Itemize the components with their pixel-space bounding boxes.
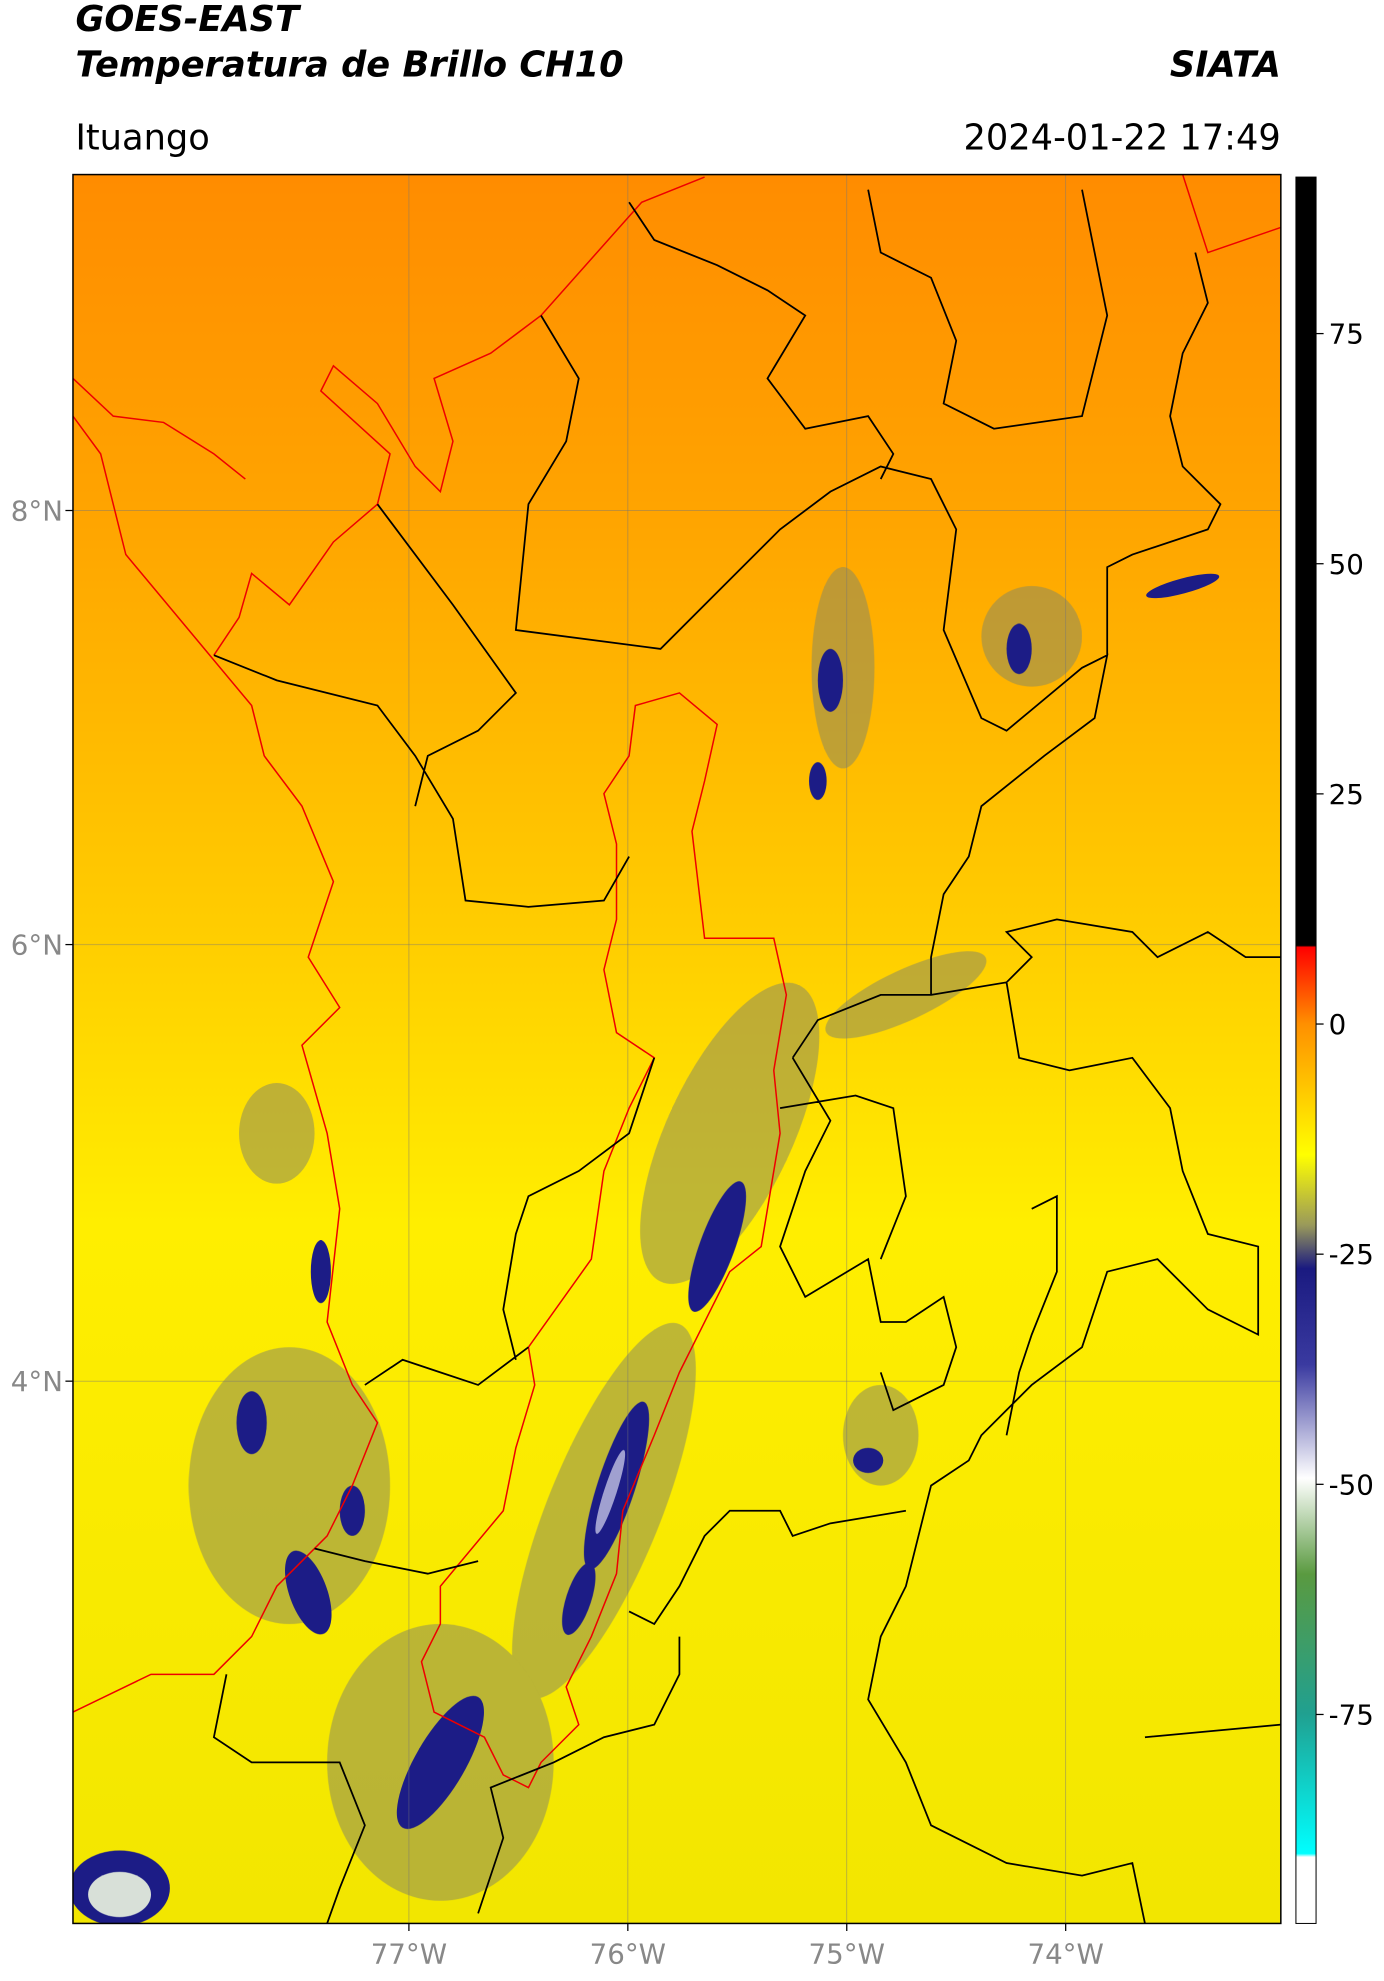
timestamp: 2024-01-22 17:49	[963, 117, 1280, 158]
colorbar-tick-label: -25	[1329, 1238, 1374, 1271]
coastline	[213, 174, 1281, 656]
colorbar-tick-label: 75	[1329, 318, 1364, 351]
cold-core	[88, 1871, 151, 1918]
map	[72, 174, 1281, 1924]
colorbar-tick-label: -50	[1329, 1468, 1374, 1501]
lon-label: 75°W	[809, 1938, 885, 1971]
location: Ituango	[75, 117, 209, 158]
colorbar-tick-label: 0	[1329, 1008, 1347, 1041]
lat-label: 8°N	[11, 495, 63, 528]
lat-label: 6°N	[11, 929, 63, 962]
subtitle: Temperatura de Brillo CH10	[75, 44, 623, 85]
map-frame	[72, 173, 1282, 1925]
lon-label: 76°W	[590, 1938, 666, 1971]
colorbar-tick-label: 50	[1329, 548, 1364, 581]
admin-border	[212, 189, 1281, 1924]
colorbar-ticks: 75 50 25 0 -25 -50 -75	[1316, 318, 1374, 1732]
colorbar	[1295, 176, 1317, 1924]
map-background	[72, 174, 1281, 1924]
lat-label: 4°N	[11, 1365, 63, 1398]
colorbar-tick-label: 25	[1329, 778, 1364, 811]
title: GOES-EAST	[75, 0, 302, 40]
cloud-edges	[188, 567, 1083, 1901]
graticule	[72, 174, 1281, 1924]
coastline	[72, 377, 379, 1713]
lon-label: 74°W	[1027, 1938, 1103, 1971]
colorbar-tick-label: -75	[1329, 1699, 1374, 1732]
axis-labels: 8°N 6°N 4°N 77°W 76°W 75°W 74°W	[11, 495, 1104, 1971]
lon-label: 77°W	[371, 1938, 447, 1971]
agency: SIATA	[1170, 44, 1281, 85]
cold-core	[595, 1449, 626, 1534]
